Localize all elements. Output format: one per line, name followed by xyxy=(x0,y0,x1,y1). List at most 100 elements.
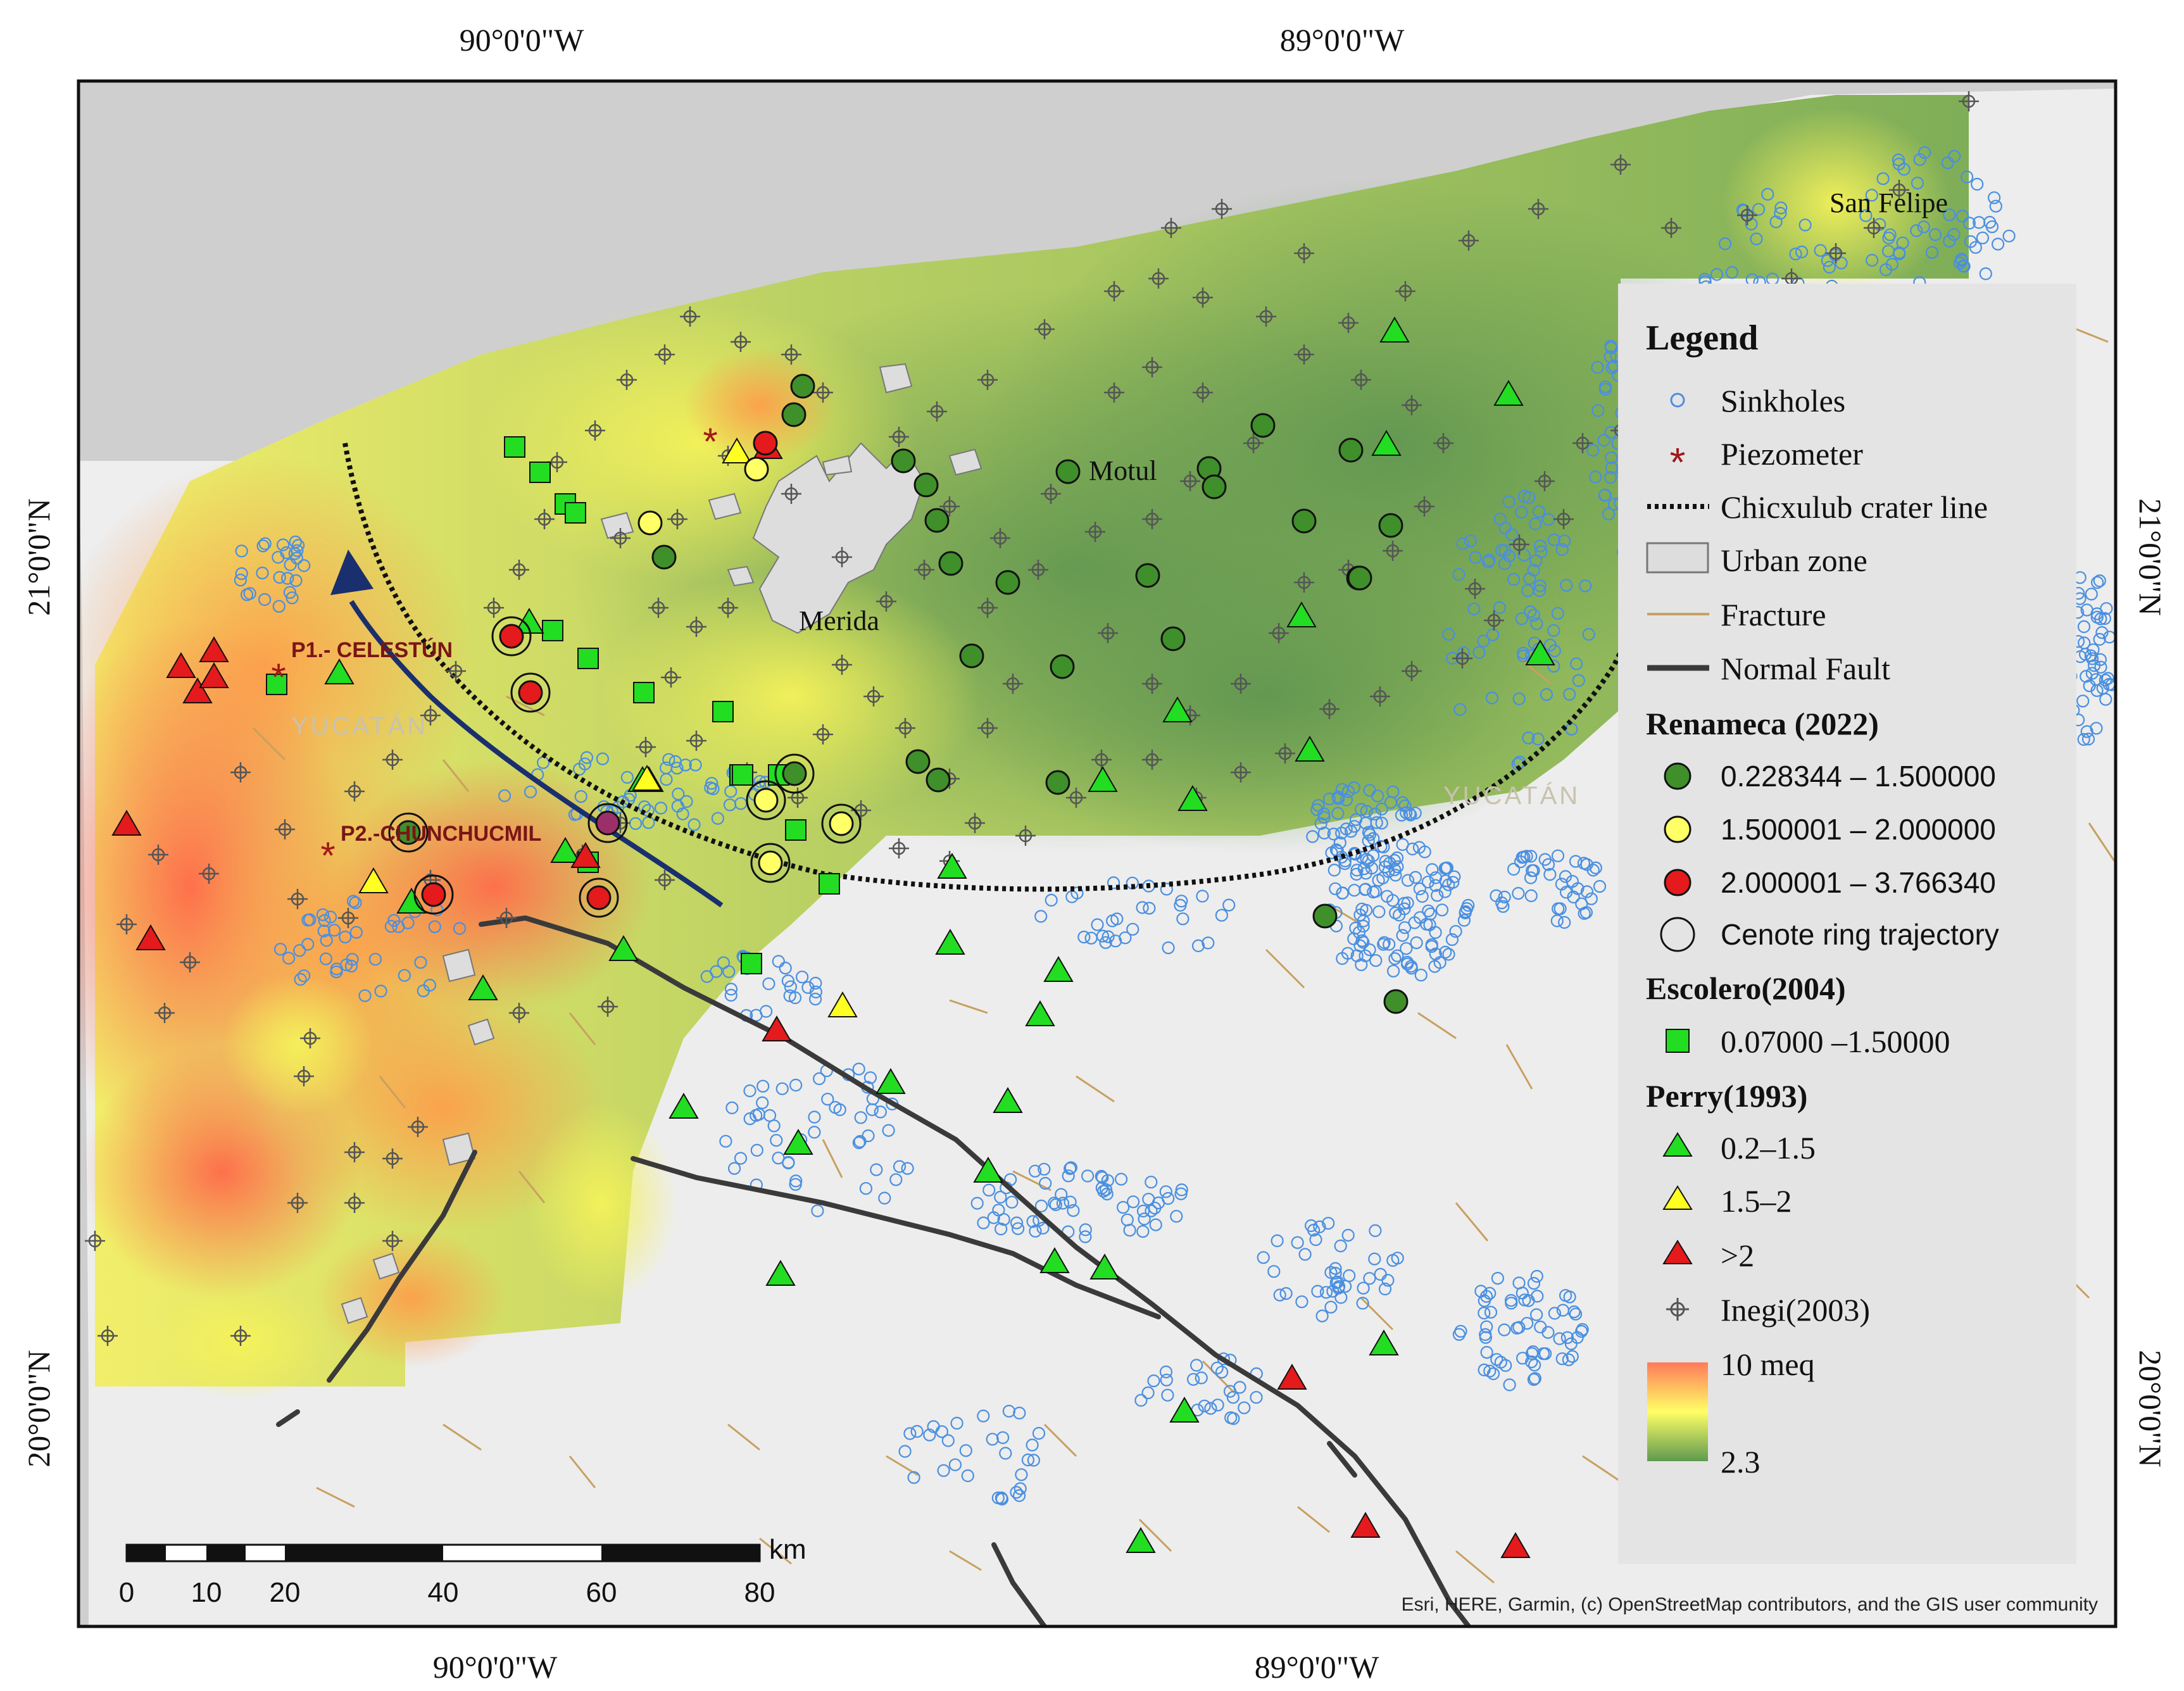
sinkhole-marker xyxy=(1483,1364,1497,1378)
sinkhole-marker xyxy=(1445,933,1459,946)
inegi-marker xyxy=(1148,268,1169,289)
sinkhole-marker xyxy=(970,1197,984,1210)
sinkhole-marker xyxy=(1457,914,1471,927)
sinkhole-marker xyxy=(1324,1300,1338,1314)
sinkhole-marker xyxy=(1317,810,1331,824)
inegi-marker xyxy=(1433,433,1453,453)
sinkhole-symbol xyxy=(1670,393,1685,408)
perry-marker xyxy=(765,1260,796,1286)
inegi-marker xyxy=(914,560,934,580)
renameca-marker xyxy=(1383,989,1409,1014)
sinkhole-marker xyxy=(283,586,296,599)
legend-crater: Chicxulub crater line xyxy=(1721,489,1988,525)
sinkhole-marker xyxy=(1589,861,1602,875)
sinkhole-marker xyxy=(1081,1169,1095,1183)
sinkhole-marker xyxy=(991,1491,1005,1505)
scale-tick: 0 xyxy=(119,1577,134,1608)
perry-marker xyxy=(1025,1000,1055,1026)
inegi-marker xyxy=(344,1193,365,1213)
sinkhole-marker xyxy=(788,991,802,1005)
sinkhole-marker xyxy=(734,1152,748,1165)
sinkhole-marker xyxy=(1002,1404,1016,1418)
sinkhole-marker xyxy=(1222,898,1236,912)
sinkhole-marker xyxy=(234,574,247,587)
perry-marker xyxy=(550,837,581,863)
sinkhole-marker xyxy=(2090,610,2104,624)
renameca-marker xyxy=(758,850,783,876)
sinkhole-marker xyxy=(680,795,693,808)
sinkhole-marker xyxy=(2083,679,2096,693)
sinkhole-marker xyxy=(417,984,430,998)
sinkhole-marker xyxy=(1062,1169,1075,1183)
sinkhole-marker xyxy=(1866,254,1879,267)
sinkhole-marker xyxy=(1374,839,1388,853)
urban-patch xyxy=(708,493,742,520)
renameca-marker xyxy=(1378,513,1403,538)
inegi-symbol xyxy=(1666,1298,1689,1321)
perry-marker xyxy=(199,636,229,662)
sinkhole-marker xyxy=(1976,231,1989,244)
sinkhole-marker xyxy=(280,546,293,560)
sinkhole-marker xyxy=(1138,1212,1151,1226)
sinkhole-marker xyxy=(1327,864,1341,877)
lon-label-bottom-west: 90°0'0"W xyxy=(433,1649,558,1685)
sinkhole-marker xyxy=(1529,554,1543,567)
sinkhole-marker xyxy=(672,787,685,801)
sinkhole-marker xyxy=(1885,258,1898,271)
sinkhole-marker xyxy=(1319,1286,1333,1299)
sinkhole-marker xyxy=(580,751,594,764)
sinkhole-marker xyxy=(453,922,467,935)
sinkhole-marker xyxy=(987,1211,1000,1224)
sinkhole-marker xyxy=(1917,220,1930,234)
sinkhole-marker xyxy=(272,600,286,613)
sinkhole-marker xyxy=(1547,624,1560,637)
sinkhole-marker xyxy=(1883,228,1897,241)
sinkhole-marker xyxy=(1350,949,1364,962)
cenote-ring-arrow-line xyxy=(349,600,724,908)
sinkhole-marker xyxy=(1558,915,1571,929)
urban-patch xyxy=(948,448,982,476)
inegi-marker xyxy=(446,661,466,681)
sinkhole-marker xyxy=(498,789,511,803)
perry-marker xyxy=(570,842,601,868)
normal-fault xyxy=(1327,1441,1357,1478)
sinkhole-marker xyxy=(1136,1224,1150,1238)
sinkhole-marker xyxy=(756,1079,770,1093)
sinkhole-marker xyxy=(596,752,610,765)
sinkhole-marker xyxy=(1396,838,1409,852)
sinkhole-marker xyxy=(808,1126,821,1139)
perry-marker xyxy=(608,935,639,961)
sinkhole-marker xyxy=(1550,914,1564,927)
piezometer-p1-marker: * xyxy=(271,656,286,698)
sinkhole-marker xyxy=(2077,620,2091,634)
renameca-marker xyxy=(1202,474,1227,500)
sinkhole-marker xyxy=(1322,792,1336,806)
urban-patch xyxy=(822,455,853,476)
sinkhole-marker xyxy=(1174,1187,1188,1200)
inegi-marker xyxy=(1041,484,1061,504)
sinkhole-marker xyxy=(2093,653,2107,666)
inegi-marker xyxy=(275,819,295,839)
sinkhole-marker xyxy=(1415,890,1429,903)
sinkhole-marker xyxy=(1401,957,1414,971)
sinkhole-marker xyxy=(1462,898,1475,912)
sinkhole-marker xyxy=(1524,850,1538,863)
sinkhole-marker xyxy=(937,1464,950,1477)
sinkhole-marker xyxy=(1095,1169,1108,1183)
sinkhole-marker xyxy=(1603,350,1617,363)
inegi-marker xyxy=(338,908,358,928)
sinkhole-marker xyxy=(2099,693,2112,706)
sinkhole-marker xyxy=(524,785,537,798)
sinkhole-marker xyxy=(374,984,387,998)
inegi-marker xyxy=(230,1326,251,1346)
sinkhole-marker xyxy=(346,953,359,966)
inegi-marker xyxy=(1161,218,1181,238)
renameca-marker xyxy=(1135,563,1160,588)
inegi-marker xyxy=(1528,199,1548,219)
inegi-marker xyxy=(382,1148,403,1169)
perry-yellow-symbol xyxy=(1662,1185,1693,1210)
sinkhole-marker xyxy=(1591,404,1605,417)
normal-faults xyxy=(276,915,1471,1626)
sinkhole-marker xyxy=(1456,537,1469,550)
piezometer-p2-marker: * xyxy=(320,834,335,877)
